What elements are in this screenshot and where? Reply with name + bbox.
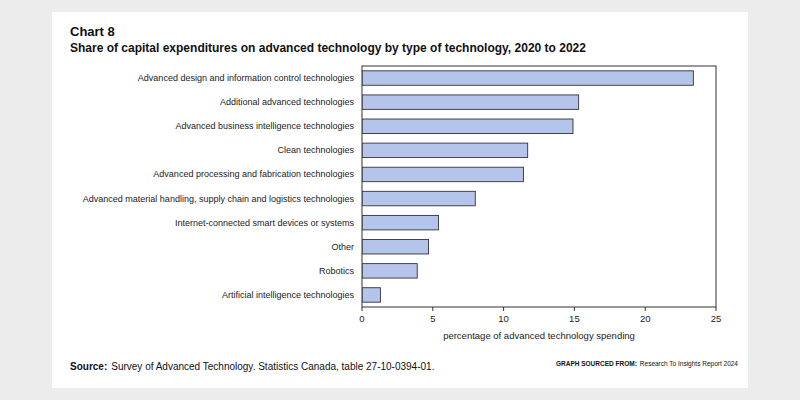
tick bbox=[716, 307, 717, 311]
bars bbox=[362, 71, 693, 302]
category-label: Clean technologies bbox=[277, 145, 354, 155]
tick bbox=[645, 307, 646, 311]
tick-label: 10 bbox=[498, 313, 509, 324]
bar bbox=[362, 288, 380, 302]
card bbox=[52, 12, 748, 388]
tick-label: 20 bbox=[640, 313, 651, 324]
graph-source-text: Research To Insights Report 2024 bbox=[640, 360, 739, 368]
source-text: Survey of Advanced Technology. Statistic… bbox=[111, 361, 434, 372]
tick bbox=[432, 307, 433, 311]
tick bbox=[503, 307, 504, 311]
category-label: Advanced business intelligence technolog… bbox=[175, 121, 354, 131]
bar bbox=[362, 119, 573, 133]
tick-label: 0 bbox=[359, 313, 364, 324]
chart: Chart 8 Share of capital expenditures on … bbox=[0, 0, 800, 400]
category-label: Other bbox=[331, 242, 354, 252]
tick-label: 15 bbox=[569, 313, 580, 324]
chart-title: Chart 8 bbox=[70, 24, 115, 39]
bar bbox=[362, 240, 429, 254]
graph-source: GRAPH SOURCED FROM:Research To Insights … bbox=[556, 360, 738, 368]
bar bbox=[362, 95, 579, 109]
graph-source-label: GRAPH SOURCED FROM: bbox=[556, 360, 637, 367]
category-label: Robotics bbox=[319, 266, 355, 276]
bar bbox=[362, 143, 528, 157]
bar bbox=[362, 264, 417, 278]
bar bbox=[362, 215, 438, 229]
x-axis-label: percentage of advanced technology spendi… bbox=[443, 330, 635, 341]
bar bbox=[362, 191, 475, 205]
category-label: Advanced processing and fabrication tech… bbox=[153, 169, 354, 179]
source-note: Source: Survey of Advanced Technology. St… bbox=[70, 361, 434, 372]
tick-label: 5 bbox=[430, 313, 435, 324]
source-label: Source: bbox=[70, 361, 107, 372]
bar bbox=[362, 71, 693, 85]
category-label: Artificial intelligence technologies bbox=[222, 290, 355, 300]
tick bbox=[574, 307, 575, 311]
bar bbox=[362, 167, 523, 181]
category-label: Advanced design and information control … bbox=[138, 73, 355, 83]
plot-frame bbox=[362, 66, 716, 307]
tick-label: 25 bbox=[711, 313, 722, 324]
chart-subtitle: Share of capital expenditures on advance… bbox=[70, 41, 586, 55]
category-label: Advanced material handling, supply chain… bbox=[83, 194, 355, 204]
category-label: Additional advanced technologies bbox=[220, 97, 355, 107]
tick bbox=[362, 307, 363, 311]
category-label: Internet-connected smart devices or syst… bbox=[175, 218, 355, 228]
